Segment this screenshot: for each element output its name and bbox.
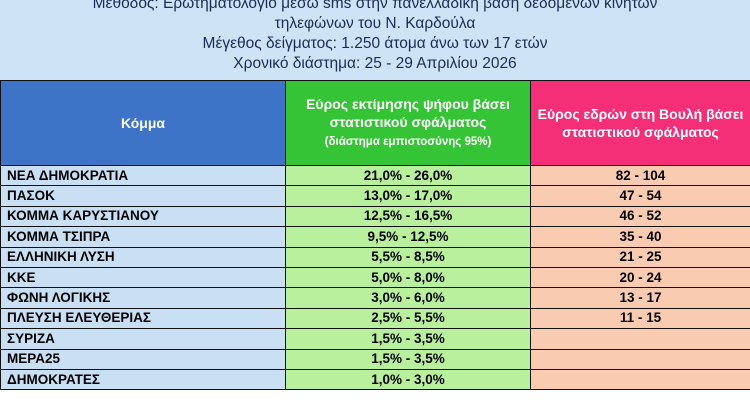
cell: 21,0% - 26,0% <box>285 164 531 187</box>
cell: ΚΟΜΜΑ ΚΑΡΥΣΤΙΑΝΟΥ <box>0 205 286 228</box>
vote-range: 21,0% - 26,0% <box>363 167 453 183</box>
cell: 13,0% - 17,0% <box>285 185 531 207</box>
vote-range: 5,5% - 8,5% <box>371 249 445 265</box>
column-title: Εύρος εκτίμησης ψήφου βάσει στατιστικού … <box>306 96 510 130</box>
cell: 47 - 54 <box>530 185 750 207</box>
cell: 9,5% - 12,5% <box>285 226 531 248</box>
party-name: ΚΟΜΜΑ ΚΑΡΥΣΤΙΑΝΟΥ <box>7 208 159 224</box>
vote-range: 2,5% - 5,5% <box>371 310 445 326</box>
header-line: Χρονικό διάστημα: 25 - 29 Απριλίου 2026 <box>233 55 517 72</box>
seat-range: 21 - 25 <box>619 249 662 265</box>
cell: ΣΥΡΙΖΑ <box>0 328 286 350</box>
cell: 46 - 52 <box>530 205 750 228</box>
column-title: Κόμμα <box>120 115 166 131</box>
cell: 5,5% - 8,5% <box>285 246 531 268</box>
seat-range: 11 - 15 <box>619 310 662 326</box>
seat-range: 46 - 52 <box>619 208 662 224</box>
party-row: ΚΚΕ 5,0% - 8,0% 20 - 24 <box>0 266 750 289</box>
vote-range: 9,5% - 12,5% <box>367 228 449 244</box>
cell: 5,0% - 8,0% <box>285 266 531 289</box>
cell: 82 - 104 <box>530 164 750 187</box>
poll-table: Κόμμα Εύρος εκτίμησης ψήφου βάσει στατισ… <box>0 80 750 391</box>
seat-range: 13 - 17 <box>619 290 662 306</box>
cell: ΚΚΕ <box>0 266 286 289</box>
cell: 2,5% - 5,5% <box>285 307 531 330</box>
vote-range: 12,5% - 16,5% <box>363 208 453 224</box>
column-header: Εύρος εκτίμησης ψήφου βάσει στατιστικού … <box>285 80 531 166</box>
seat-range: 35 - 40 <box>619 228 662 244</box>
party-name: ΠΛΕΥΣΗ ΕΛΕΥΘΕΡΙΑΣ <box>7 310 151 326</box>
column-header: Εύρος εδρών στη Βουλή βάσει στατιστικού … <box>530 80 750 166</box>
party-name: ΕΛΛΗΝΙΚΗ ΛΥΣΗ <box>7 249 115 265</box>
vote-range: 1,0% - 3,0% <box>371 371 445 387</box>
cell: 13 - 17 <box>530 287 750 309</box>
vote-range: 13,0% - 17,0% <box>363 188 453 204</box>
vote-range: 5,0% - 8,0% <box>371 269 445 285</box>
cell: ΦΩΝΗ ΛΟΓΙΚΗΣ <box>0 287 286 309</box>
party-row: ΔΗΜΟΚΡΑΤΕΣ 1,0% - 3,0% <box>0 368 750 391</box>
column-header: Κόμμα <box>0 80 286 166</box>
party-row: ΠΛΕΥΣΗ ΕΛΕΥΘΕΡΙΑΣ 2,5% - 5,5% 11 - 15 <box>0 307 750 330</box>
vote-range: 1,5% - 3,5% <box>371 351 445 367</box>
header-line: τηλεφώνων του Ν. Καρδούλα <box>274 15 476 32</box>
cell: ΠΛΕΥΣΗ ΕΛΕΥΘΕΡΙΑΣ <box>0 307 286 330</box>
party-name: ΜΕΡΑ25 <box>7 351 61 367</box>
vote-range: 3,0% - 6,0% <box>371 290 445 306</box>
cell <box>530 328 750 350</box>
table-body: ΝΕΑ ΔΗΜΟΚΡΑΤΙΑ 21,0% - 26,0% 82 - 104 ΠΑΣΟΚ… <box>0 164 750 391</box>
cell: ΠΑΣΟΚ <box>0 185 286 207</box>
header-row: Κόμμα Εύρος εκτίμησης ψήφου βάσει στατισ… <box>0 80 750 166</box>
party-row: ΜΕΡΑ25 1,5% - 3,5% <box>0 348 750 370</box>
party-row: ΝΕΑ ΔΗΜΟΚΡΑΤΙΑ 21,0% - 26,0% 82 - 104 <box>0 164 750 187</box>
cell: 35 - 40 <box>530 226 750 248</box>
column-note: (διάστημα εμπιστοσύνης 95%) <box>324 136 492 148</box>
party-row: ΚΟΜΜΑ ΚΑΡΥΣΤΙΑΝΟΥ 12,5% - 16,5% 46 - 52 <box>0 205 750 228</box>
cell: 20 - 24 <box>530 266 750 289</box>
column-title: Εύρος εδρών στη Βουλή βάσει στατιστικού … <box>537 106 744 140</box>
cell: 11 - 15 <box>530 307 750 330</box>
party-row: ΣΥΡΙΖΑ 1,5% - 3,5% <box>0 328 750 350</box>
cell: ΔΗΜΟΚΡΑΤΕΣ <box>0 368 286 391</box>
party-name: ΣΥΡΙΖΑ <box>7 330 55 346</box>
cell: 1,5% - 3,5% <box>285 348 531 370</box>
party-row: ΚΟΜΜΑ ΤΣΙΠΡΑ 9,5% - 12,5% 35 - 40 <box>0 226 750 248</box>
cell: ΝΕΑ ΔΗΜΟΚΡΑΤΙΑ <box>0 164 286 187</box>
party-row: ΦΩΝΗ ΛΟΓΙΚΗΣ 3,0% - 6,0% 13 - 17 <box>0 287 750 309</box>
header-line: Μέθοδος: Ερωτηματολόγιο μέσω sms στην πα… <box>92 0 658 12</box>
party-name: ΔΗΜΟΚΡΑΤΕΣ <box>7 371 100 387</box>
party-row: ΠΑΣΟΚ 13,0% - 17,0% 47 - 54 <box>0 185 750 207</box>
party-name: ΚΟΜΜΑ ΤΣΙΠΡΑ <box>7 228 111 244</box>
vote-range: 1,5% - 3,5% <box>371 330 445 346</box>
seat-range: 82 - 104 <box>615 167 666 183</box>
cell: 12,5% - 16,5% <box>285 205 531 228</box>
party-name: ΝΕΑ ΔΗΜΟΚΡΑΤΙΑ <box>7 167 129 183</box>
cell: ΕΛΛΗΝΙΚΗ ΛΥΣΗ <box>0 246 286 268</box>
seat-range: 47 - 54 <box>619 188 662 204</box>
cell <box>530 348 750 370</box>
cell <box>530 368 750 391</box>
cell: ΜΕΡΑ25 <box>0 348 286 370</box>
cell: ΚΟΜΜΑ ΤΣΙΠΡΑ <box>0 226 286 248</box>
survey-header: Μέθοδος: Ερωτηματολόγιο μέσω sms στην πα… <box>0 0 750 80</box>
seat-range: 20 - 24 <box>619 269 662 285</box>
party-name: ΦΩΝΗ ΛΟΓΙΚΗΣ <box>7 290 111 306</box>
cell: 21 - 25 <box>530 246 750 268</box>
cell: 1,5% - 3,5% <box>285 328 531 350</box>
party-name: ΠΑΣΟΚ <box>7 188 55 204</box>
header-line: Μέγεθος δείγματος: 1.250 άτομα άνω των 1… <box>202 35 548 52</box>
party-name: ΚΚΕ <box>7 269 36 285</box>
party-row: ΕΛΛΗΝΙΚΗ ΛΥΣΗ 5,5% - 8,5% 21 - 25 <box>0 246 750 268</box>
cell: 1,0% - 3,0% <box>285 368 531 391</box>
cell: 3,0% - 6,0% <box>285 287 531 309</box>
